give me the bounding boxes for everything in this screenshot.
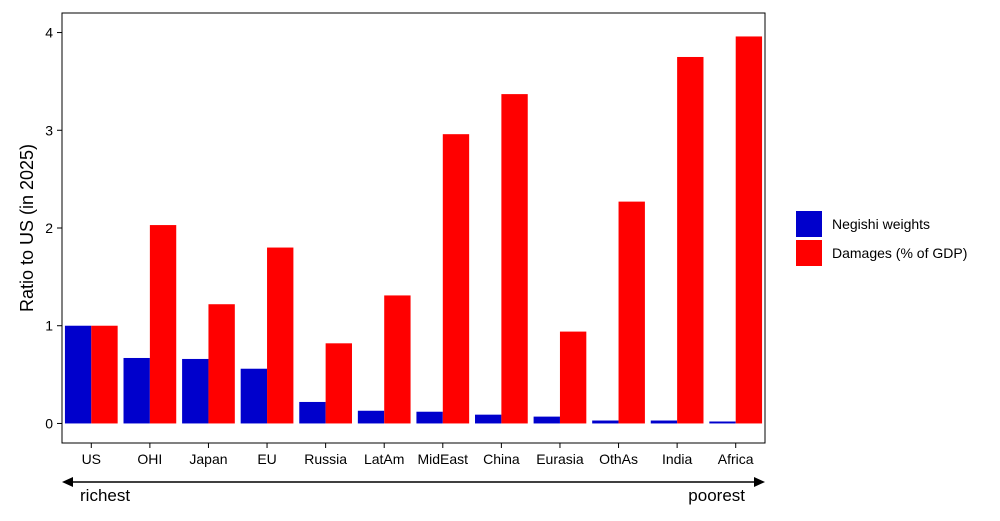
- x-tick-label: US: [82, 451, 101, 467]
- y-tick-label: 1: [45, 318, 53, 334]
- legend-swatch-damages: [796, 240, 822, 266]
- y-tick-label: 0: [45, 415, 53, 431]
- bar-negishi-eurasia: [533, 416, 560, 424]
- legend-label-damages: Damages (% of GDP): [832, 245, 967, 261]
- x-tick-label: EU: [257, 451, 276, 467]
- x-tick-label: OthAs: [599, 451, 638, 467]
- bar-damages-eurasia: [559, 331, 587, 424]
- y-tick-label: 3: [45, 122, 53, 138]
- x-tick-label: Russia: [304, 451, 347, 467]
- wealth-arrow: richest poorest: [62, 477, 765, 505]
- bar-damages-us: [91, 325, 118, 424]
- y-axis: 0 1 2 3 4: [45, 25, 62, 431]
- arrow-left-label: richest: [80, 486, 130, 505]
- x-tick-label: LatAm: [364, 451, 404, 467]
- x-tick-label: India: [662, 451, 693, 467]
- legend-label-negishi: Negishi weights: [832, 216, 930, 232]
- bar-negishi-india: [650, 420, 678, 424]
- x-tick-label: MidEast: [418, 451, 469, 467]
- x-tick-label: China: [483, 451, 520, 467]
- bar-negishi-japan: [182, 358, 209, 424]
- bar-negishi-ohi: [123, 357, 150, 424]
- arrow-right-label: poorest: [688, 486, 745, 505]
- y-tick-label: 2: [45, 220, 53, 236]
- bar-damages-latam: [384, 295, 411, 424]
- bar-damages-mideast: [442, 134, 470, 424]
- bar-damages-africa: [735, 36, 763, 424]
- bar-negishi-latam: [357, 410, 385, 424]
- bar-negishi-china: [475, 414, 502, 424]
- y-axis-title: Ratio to US (in 2025): [17, 144, 37, 312]
- bar-negishi-russia: [299, 401, 326, 424]
- x-tick-label: OHI: [137, 451, 162, 467]
- x-tick-label: Japan: [189, 451, 227, 467]
- x-tick-label: Africa: [718, 451, 754, 467]
- arrow-head-right: [754, 477, 765, 487]
- bar-damages-india: [677, 56, 704, 424]
- bar-negishi-us: [64, 325, 92, 424]
- bar-damages-eu: [267, 247, 294, 424]
- bars: [64, 36, 763, 424]
- bar-damages-ohi: [149, 225, 177, 424]
- legend: Negishi weights Damages (% of GDP): [796, 211, 967, 266]
- arrow-head-left: [62, 477, 73, 487]
- bar-damages-russia: [325, 343, 352, 424]
- x-axis: US OHI Japan EU Russia LatAm MidEast China Euras…: [82, 443, 754, 467]
- bar-damages-japan: [208, 304, 235, 424]
- bar-negishi-mideast: [416, 411, 443, 424]
- bar-negishi-africa: [709, 421, 736, 424]
- bar-damages-othas: [618, 201, 645, 424]
- bar-damages-china: [501, 94, 528, 424]
- bar-negishi-othas: [592, 420, 619, 424]
- y-tick-label: 4: [45, 25, 53, 41]
- legend-swatch-negishi: [796, 211, 822, 237]
- x-tick-label: Eurasia: [536, 451, 584, 467]
- bar-negishi-eu: [240, 368, 268, 424]
